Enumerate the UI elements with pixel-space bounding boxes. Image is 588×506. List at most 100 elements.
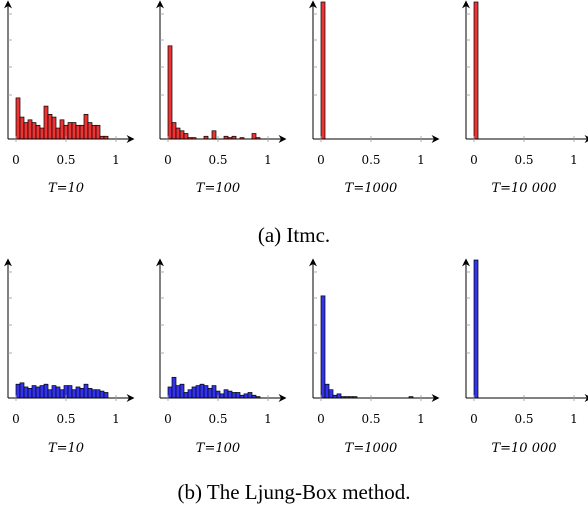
histogram-bar — [59, 389, 65, 399]
x-tick-label: 1 — [417, 153, 425, 167]
histogram-panel-b3: 0 0.5 1 T=1000 — [309, 258, 440, 456]
x-tick-label: 0 — [317, 412, 325, 426]
panel-label: T=10 000 — [491, 181, 556, 196]
histogram-bar — [51, 385, 57, 399]
histogram-bar — [179, 130, 185, 140]
histogram-bar — [83, 383, 89, 399]
histogram-bar — [243, 393, 249, 399]
x-tick-label: 0.5 — [208, 153, 227, 167]
histogram-panel-a4: 0 0.5 1 T=10 000 — [462, 0, 588, 196]
x-tick-label: 0.5 — [361, 412, 380, 426]
histogram-panel-a1: 0 0.5 1 T=10 — [4, 0, 135, 196]
histogram-bar — [47, 113, 53, 140]
x-tick-label: 1 — [417, 412, 425, 426]
histogram-bar — [167, 386, 173, 399]
x-tick-label: 1 — [264, 412, 272, 426]
histogram-bar — [35, 124, 41, 140]
histogram-bar — [39, 127, 45, 140]
histogram-bar — [59, 119, 65, 140]
histogram-bar — [83, 113, 89, 140]
histogram-bar — [324, 383, 330, 399]
x-tick-label: 1 — [570, 412, 578, 426]
histogram-bar — [103, 392, 109, 399]
histogram-bar — [199, 383, 205, 399]
histogram-bar — [328, 389, 334, 399]
histogram-bar — [223, 389, 229, 399]
histogram-bar — [27, 387, 33, 399]
histogram-bar — [51, 116, 57, 140]
histogram-bar — [167, 45, 173, 140]
panel-label: T=10 000 — [491, 441, 556, 456]
histogram-bar — [95, 389, 101, 399]
histogram-bar — [231, 392, 237, 399]
histogram-bar — [473, 259, 479, 399]
x-tick-label: 0 — [470, 153, 478, 167]
histogram-bar — [55, 127, 61, 140]
histogram-bar — [179, 383, 185, 399]
histogram-bar — [175, 385, 181, 399]
histogram-bar — [15, 383, 21, 399]
histogram-panel-b1: 0 0.5 1 T=10 — [4, 258, 135, 456]
histogram-bar — [71, 389, 77, 399]
histogram-bar — [91, 389, 97, 399]
histogram-bar — [43, 105, 49, 140]
panel-label: T=1000 — [345, 441, 398, 456]
histogram-bar — [183, 133, 189, 140]
panel-label: T=100 — [196, 181, 240, 196]
histogram-bar — [183, 392, 189, 399]
x-tick-label: 0.5 — [361, 153, 380, 167]
histogram-bar — [99, 390, 105, 399]
histogram-bar — [75, 124, 81, 140]
histogram-bar — [87, 387, 93, 399]
x-tick-label: 1 — [264, 153, 272, 167]
x-tick-label: 0 — [317, 153, 325, 167]
histogram-bar — [43, 383, 49, 399]
x-tick-label: 1 — [112, 153, 120, 167]
x-tick-label: 0 — [164, 412, 172, 426]
histogram-bar — [195, 385, 201, 399]
x-tick-label: 0.5 — [514, 153, 533, 167]
histogram-bar — [227, 390, 233, 399]
x-tick-label: 1 — [570, 153, 578, 167]
histogram-bar — [235, 392, 241, 399]
histogram-bar — [55, 386, 61, 399]
caption-b: (b) The Ljung-Box method. — [178, 480, 411, 504]
histogram-bar — [95, 124, 101, 140]
panel-label: T=10 — [48, 441, 84, 456]
histogram-panel-a2: 0 0.5 1 T=100 — [156, 0, 287, 196]
histogram-bar — [39, 385, 45, 399]
x-tick-label: 0.5 — [208, 412, 227, 426]
histogram-bar — [35, 386, 41, 399]
x-tick-label: 1 — [112, 412, 120, 426]
panel-label: T=1000 — [345, 181, 398, 196]
histogram-bar — [15, 97, 21, 140]
x-tick-label: 0 — [12, 412, 20, 426]
histogram-bar — [187, 389, 193, 399]
x-tick-label: 0 — [12, 153, 20, 167]
histogram-bar — [171, 376, 177, 399]
histogram-bar — [79, 124, 85, 140]
histogram-bar — [473, 1, 479, 140]
histogram-bar — [31, 122, 37, 140]
x-tick-label: 0.5 — [514, 412, 533, 426]
histogram-bar — [67, 385, 73, 399]
histogram-bar — [71, 122, 77, 140]
histogram-bar — [27, 119, 33, 140]
histogram-bar — [320, 1, 326, 140]
x-tick-label: 0.5 — [56, 412, 75, 426]
panel-label: T=10 — [48, 181, 84, 196]
histogram-bar — [31, 385, 37, 399]
histogram-bar — [175, 127, 181, 140]
histogram-bar — [87, 122, 93, 140]
histogram-bar — [23, 122, 29, 140]
panel-label: T=100 — [196, 441, 240, 456]
histogram-bar — [23, 386, 29, 399]
x-tick-label: 0.5 — [56, 153, 75, 167]
histogram-bar — [247, 392, 253, 399]
histogram-bar — [91, 124, 97, 140]
histogram-panel-b2: 0 0.5 1 T=100 — [156, 258, 287, 456]
histogram-bar — [67, 122, 73, 140]
histogram-bar — [79, 387, 85, 399]
histogram-bar — [251, 133, 257, 140]
